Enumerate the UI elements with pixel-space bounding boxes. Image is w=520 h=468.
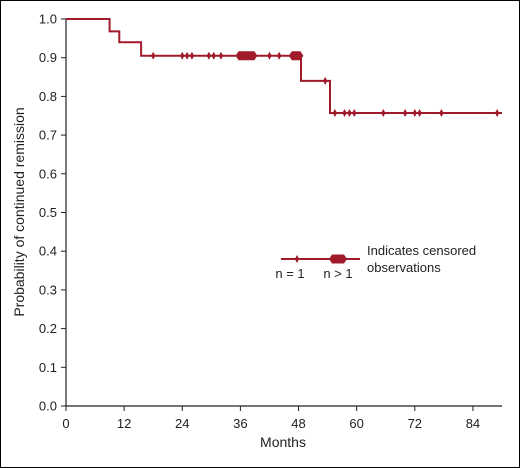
legend-single-marker bbox=[294, 255, 300, 263]
y-tick-label: 0.2 bbox=[39, 321, 57, 336]
y-tick-label: 0.6 bbox=[39, 166, 57, 181]
censored-single-marker bbox=[439, 109, 444, 118]
censored-single-marker bbox=[352, 109, 357, 118]
x-tick-label: 60 bbox=[349, 416, 363, 431]
censored-single-marker bbox=[276, 51, 282, 60]
y-ticks: 0.0 0.1 0.2 0.3 0.4 0.5 0.6 0.7 0.8 0.9 1.0 bbox=[39, 12, 66, 414]
x-axis-title: Months bbox=[260, 434, 306, 450]
censored-multi-marker bbox=[235, 51, 258, 61]
y-tick-label: 0.8 bbox=[39, 89, 57, 104]
legend-label-line1: Indicates censored bbox=[367, 243, 476, 258]
y-tick-label: 0.4 bbox=[39, 244, 57, 259]
censored-single-marker bbox=[184, 51, 190, 60]
survival-series bbox=[66, 18, 502, 118]
censored-single-marker bbox=[381, 109, 386, 118]
censored-single-marker bbox=[206, 51, 212, 60]
legend-label-line2: observations bbox=[367, 260, 441, 275]
censored-single-marker bbox=[151, 51, 156, 60]
x-tick-label: 72 bbox=[408, 416, 422, 431]
x-tick-label: 0 bbox=[62, 416, 69, 431]
y-tick-label: 0.7 bbox=[39, 128, 57, 143]
censored-single-marker bbox=[267, 51, 272, 60]
x-ticks: 0 12 24 36 48 60 72 84 bbox=[62, 406, 480, 431]
censored-single-marker bbox=[332, 109, 338, 118]
y-tick-label: 0.5 bbox=[39, 205, 57, 220]
axes bbox=[65, 19, 502, 407]
censored-single-marker bbox=[402, 109, 408, 118]
y-tick-label: 0.0 bbox=[39, 399, 57, 414]
x-tick-label: 84 bbox=[466, 416, 480, 431]
censored-single-marker bbox=[494, 109, 500, 118]
censored-single-marker bbox=[412, 109, 417, 118]
y-tick-label: 0.3 bbox=[39, 282, 57, 297]
x-tick-label: 48 bbox=[291, 416, 305, 431]
x-tick-label: 36 bbox=[233, 416, 247, 431]
y-tick-label: 0.1 bbox=[39, 360, 57, 375]
censored-single-marker bbox=[347, 109, 352, 118]
x-tick-label: 24 bbox=[175, 416, 189, 431]
censored-single-marker bbox=[211, 51, 216, 60]
legend-single-label: n = 1 bbox=[275, 266, 304, 281]
censored-single-marker bbox=[342, 109, 347, 118]
y-axis-title: Probability of continued remission bbox=[11, 107, 27, 316]
censored-single-marker bbox=[417, 109, 422, 118]
legend-multi-marker bbox=[329, 254, 347, 264]
survival-curve bbox=[66, 18, 502, 114]
x-tick-label: 12 bbox=[117, 416, 131, 431]
censored-single-marker bbox=[322, 76, 328, 85]
censored-multi-marker bbox=[288, 51, 304, 61]
censored-single-marker bbox=[218, 51, 224, 60]
censored-single-marker bbox=[180, 51, 185, 60]
legend: Indicates censored observations n = 1 n … bbox=[275, 243, 476, 281]
censored-single-marker bbox=[189, 51, 195, 60]
y-tick-label: 1.0 bbox=[39, 12, 57, 27]
y-tick-label: 0.9 bbox=[39, 50, 57, 65]
legend-multi-label: n > 1 bbox=[323, 266, 352, 281]
